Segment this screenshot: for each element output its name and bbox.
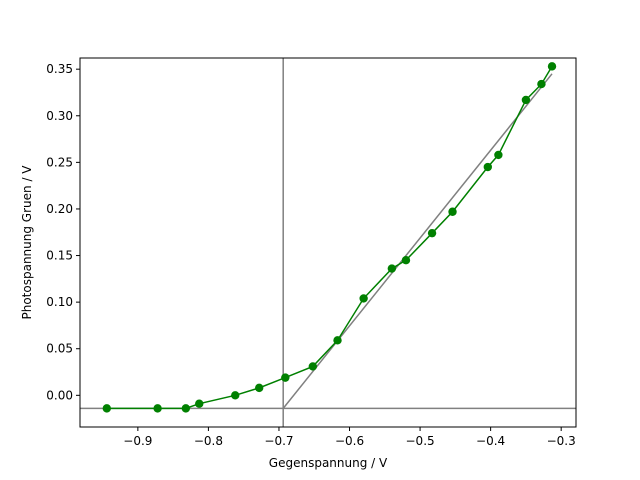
x-tick-label: −0.5 bbox=[406, 434, 435, 448]
y-tick-label: 0.35 bbox=[46, 62, 73, 76]
reference-line-segment bbox=[282, 73, 553, 409]
data-point bbox=[537, 79, 546, 89]
y-tick-label: 0.05 bbox=[46, 342, 73, 356]
data-point bbox=[102, 404, 112, 413]
data-point bbox=[387, 264, 397, 273]
x-ticks: −0.9 −0.8 −0.7 −0.6 −0.5 −0.4 −0.3 bbox=[123, 427, 576, 448]
series-layer bbox=[102, 62, 557, 413]
data-point bbox=[547, 62, 557, 71]
x-tick-label: −0.6 bbox=[335, 434, 364, 448]
y-tick-label: 0.30 bbox=[46, 109, 73, 123]
x-tick-label: −0.8 bbox=[194, 434, 223, 448]
data-point bbox=[401, 256, 411, 265]
data-point bbox=[359, 294, 368, 303]
data-point bbox=[333, 336, 342, 345]
y-tick-label: 0.15 bbox=[46, 249, 73, 263]
x-tick-label: −0.9 bbox=[123, 434, 152, 448]
data-point bbox=[181, 404, 191, 413]
x-tick-label: −0.3 bbox=[547, 434, 576, 448]
y-ticks: 0.00 0.05 0.10 0.15 0.20 0.25 0.30 0.35 bbox=[46, 62, 80, 402]
data-point bbox=[494, 150, 503, 160]
data-point bbox=[281, 373, 290, 382]
y-tick-label: 0.00 bbox=[46, 388, 73, 402]
x-tick-label: −0.7 bbox=[264, 434, 293, 448]
data-point bbox=[483, 162, 493, 172]
data-point bbox=[521, 95, 531, 105]
data-point bbox=[448, 207, 457, 216]
y-tick-label: 0.20 bbox=[46, 202, 73, 216]
y-axis-label: Photospannung Gruen / V bbox=[20, 165, 34, 320]
x-tick-label: −0.4 bbox=[476, 434, 505, 448]
y-tick-label: 0.10 bbox=[46, 295, 73, 309]
plot-frame bbox=[79, 57, 577, 428]
data-point bbox=[153, 404, 162, 413]
data-point bbox=[308, 362, 318, 371]
data-point bbox=[427, 228, 437, 238]
x-axis-label: Gegenspannung / V bbox=[269, 456, 388, 470]
data-point bbox=[231, 391, 240, 400]
y-tick-label: 0.25 bbox=[46, 155, 73, 169]
data-point bbox=[255, 383, 264, 393]
data-point bbox=[195, 399, 204, 408]
